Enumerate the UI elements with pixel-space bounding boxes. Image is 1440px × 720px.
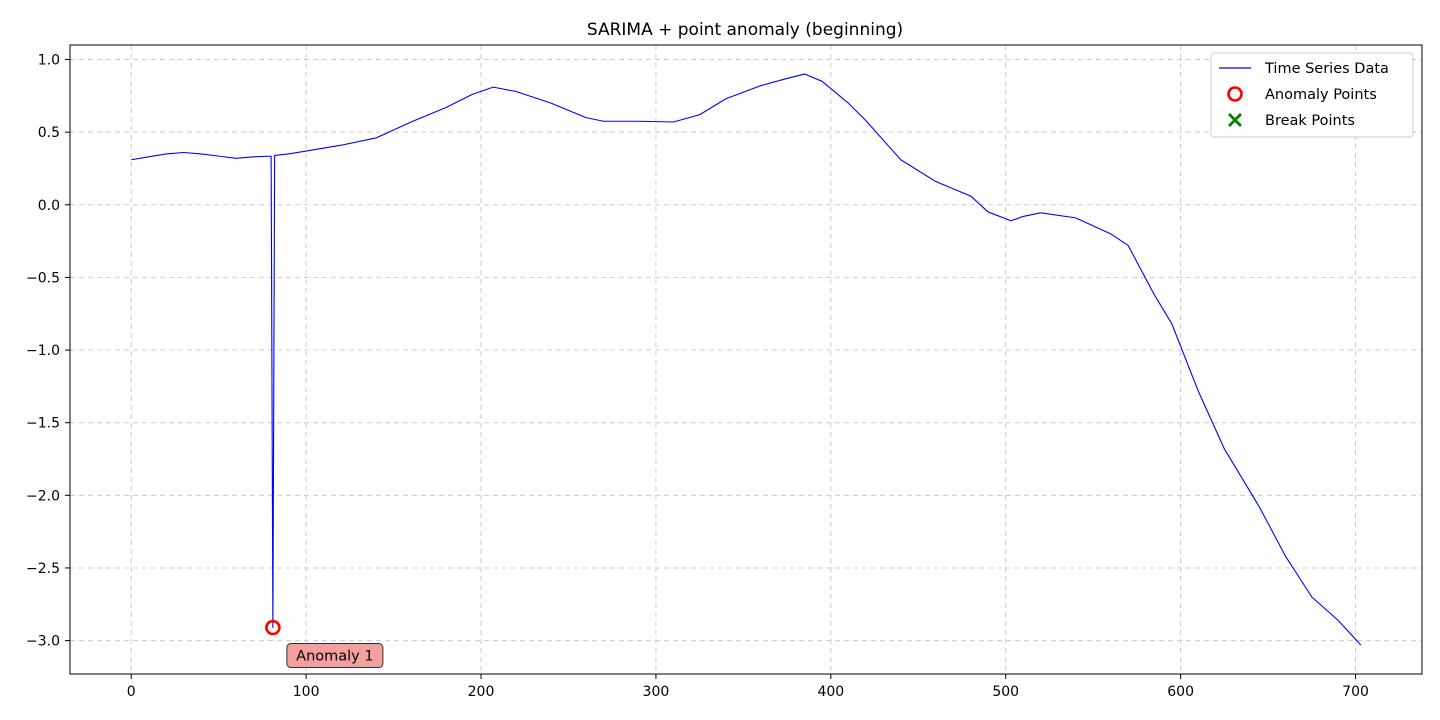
x-tick-label: 100 xyxy=(293,684,320,700)
x-tick-label: 200 xyxy=(468,684,495,700)
y-tick-label: −1.0 xyxy=(26,343,60,359)
y-tick-label: 0.0 xyxy=(38,198,60,214)
anomaly-layer: Anomaly 1 xyxy=(265,619,384,669)
legend: Time Series Data Anomaly Points Break Poin… xyxy=(1210,52,1414,138)
y-tick-label: −3.0 xyxy=(26,634,60,650)
x-tick-label: 600 xyxy=(1167,684,1194,700)
anomaly-label: Anomaly 1 xyxy=(296,649,373,665)
plot-frame xyxy=(69,44,1423,675)
series-layer xyxy=(131,73,1362,646)
legend-label: Anomaly Points xyxy=(1265,87,1377,103)
series-line-time-series-data xyxy=(131,73,1362,646)
y-tick-label: 1.0 xyxy=(38,53,60,69)
x-tick-label: 500 xyxy=(992,684,1019,700)
x-tick-label: 0 xyxy=(127,684,136,700)
anomaly-label-box xyxy=(286,643,384,669)
y-tick-label: −0.5 xyxy=(26,270,60,286)
y-tick-label: −1.5 xyxy=(26,416,60,432)
legend-x-swatch xyxy=(1228,113,1242,127)
legend-circle-swatch xyxy=(1227,86,1243,102)
ticks: 0 100 200 300 400 500 600 700 1.0 0.5 0.0 −0.5 −1.0 −… xyxy=(26,53,1369,700)
x-tick-label: 300 xyxy=(643,684,670,700)
legend-box xyxy=(1210,52,1414,138)
y-tick-label: −2.0 xyxy=(26,488,60,504)
grid xyxy=(70,45,1422,674)
legend-label: Break Points xyxy=(1265,113,1355,129)
anomaly-point-marker xyxy=(265,619,281,636)
x-tick-label: 700 xyxy=(1342,684,1369,700)
x-tick-label: 400 xyxy=(817,684,844,700)
y-tick-label: 0.5 xyxy=(38,125,60,141)
chart-title: SARIMA + point anomaly (beginning) xyxy=(587,20,903,40)
y-tick-label: −2.5 xyxy=(26,561,60,577)
legend-label: Time Series Data xyxy=(1264,61,1389,77)
